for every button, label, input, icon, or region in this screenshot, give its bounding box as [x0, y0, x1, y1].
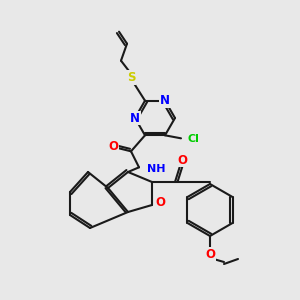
Text: NH: NH	[147, 164, 166, 174]
Text: O: O	[177, 154, 187, 166]
Text: N: N	[130, 112, 140, 124]
Text: Cl: Cl	[188, 134, 200, 144]
Text: O: O	[155, 196, 165, 209]
Text: S: S	[127, 71, 135, 84]
Text: O: O	[108, 140, 118, 153]
Text: O: O	[205, 248, 215, 260]
Text: N: N	[160, 94, 170, 107]
